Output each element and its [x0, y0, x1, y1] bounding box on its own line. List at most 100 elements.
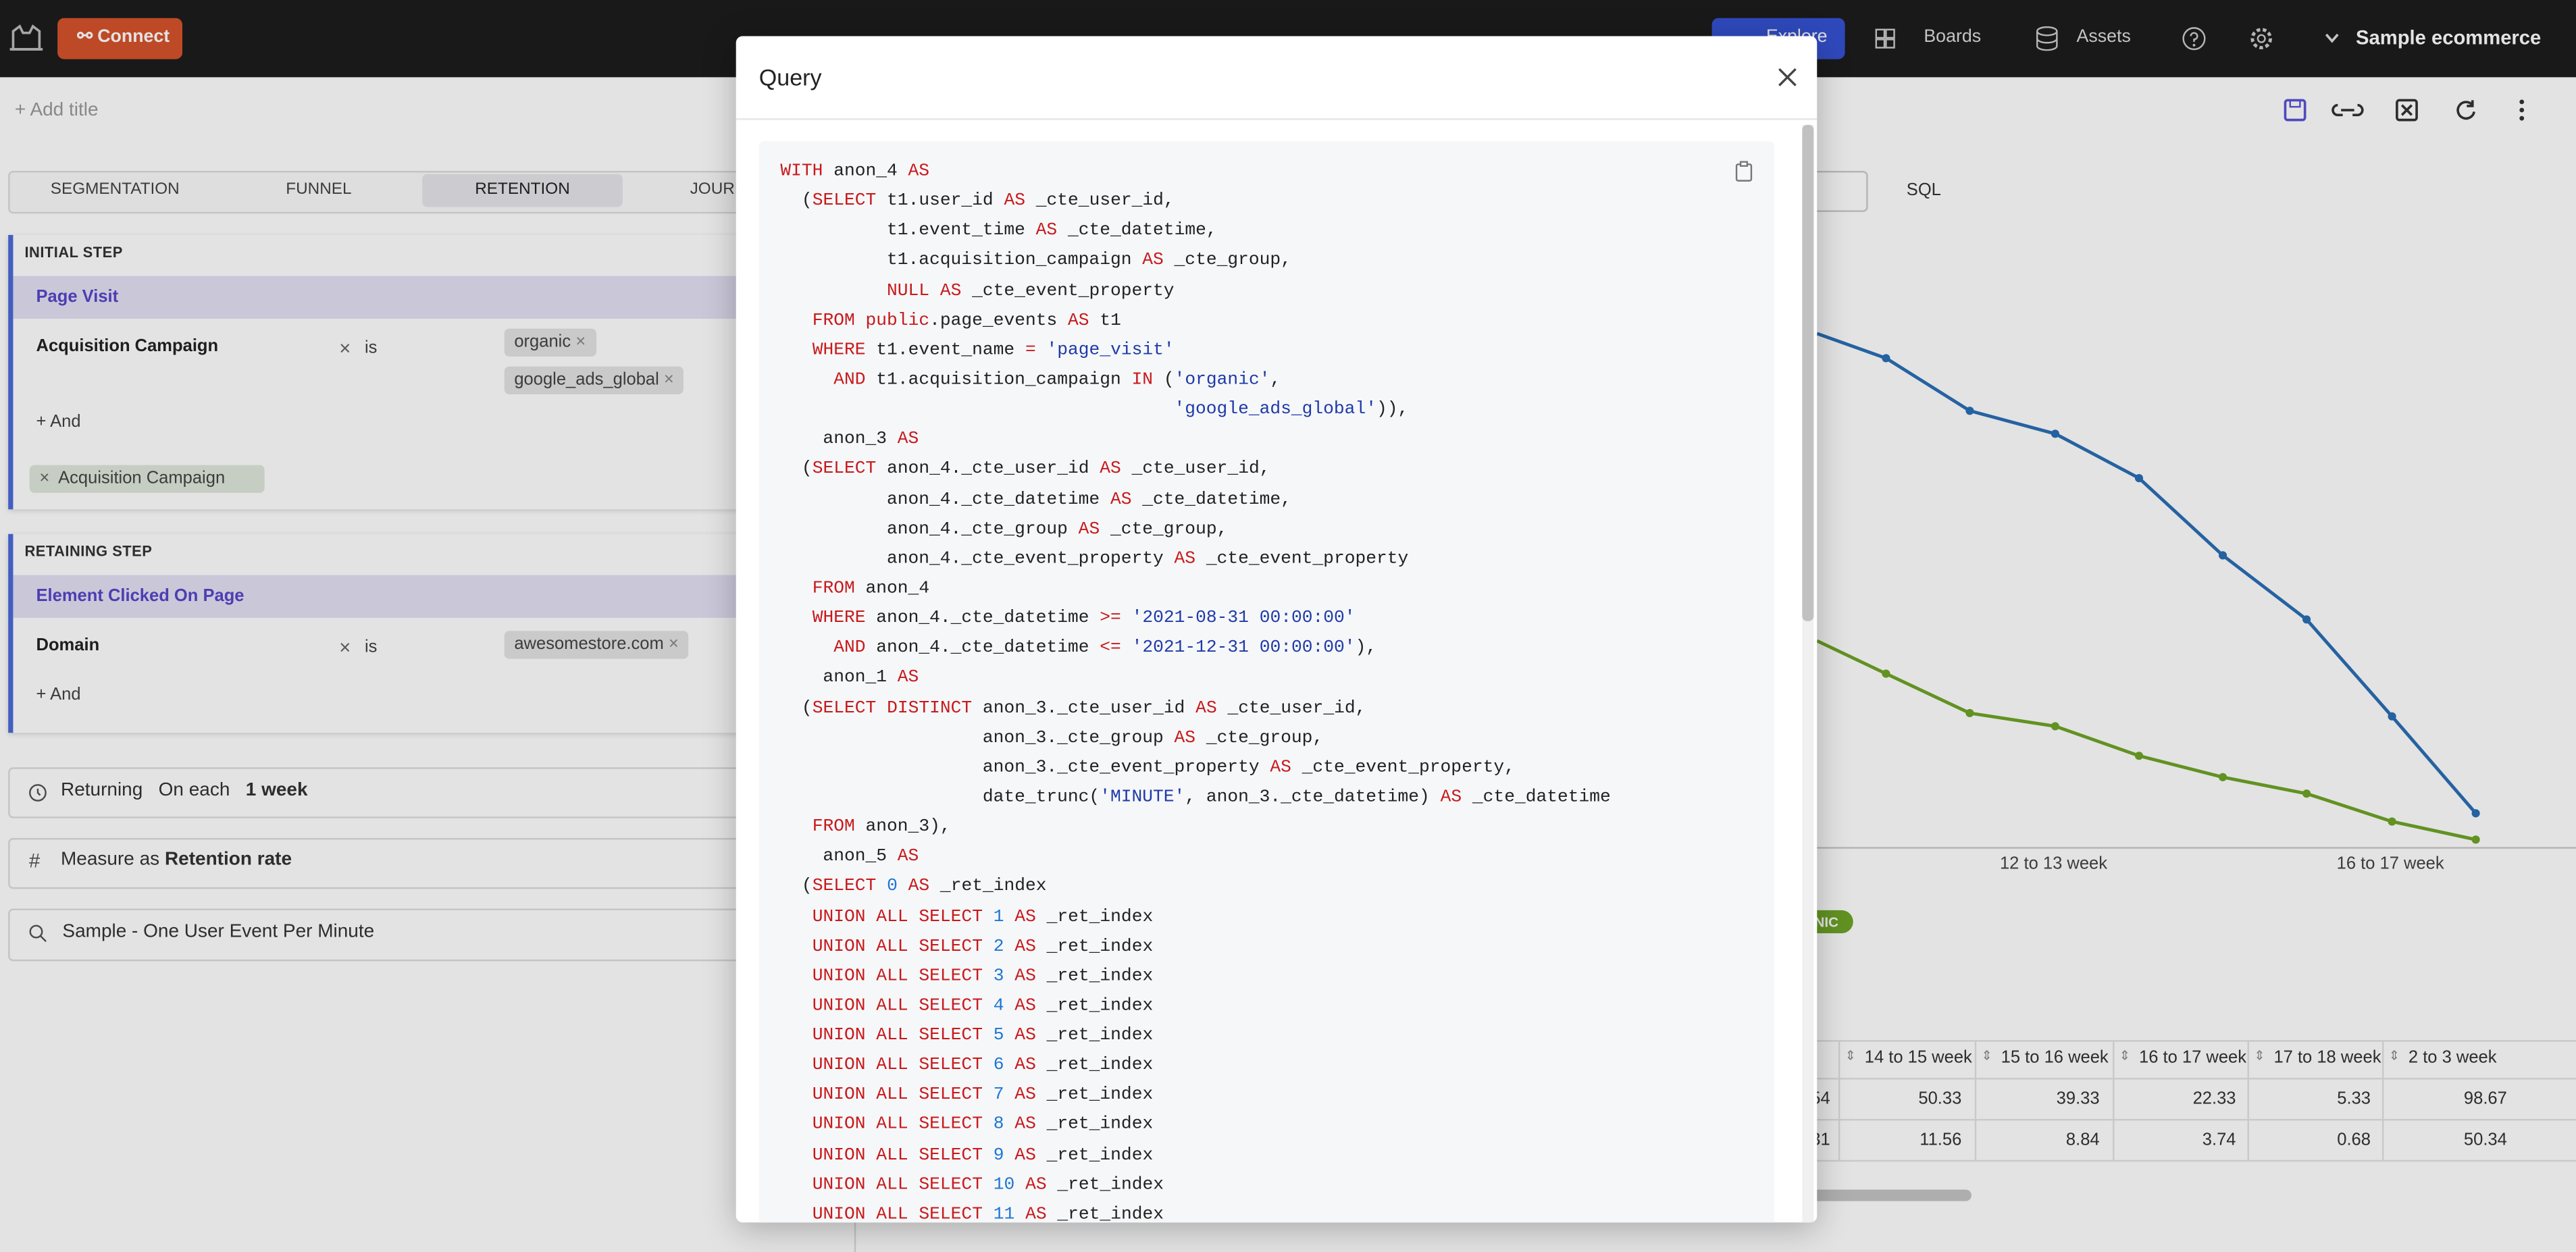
x-tick-label: 16 to 17 week [2336, 854, 2444, 874]
boards-link[interactable]: Boards [1924, 27, 1982, 47]
connect-label[interactable]: ⚯ Connect [77, 27, 170, 47]
tab[interactable]: FUNNEL [286, 180, 352, 199]
chip-text: Acquisition Campaign [58, 468, 226, 488]
text[interactable]: 1 week [245, 781, 308, 801]
tab[interactable]: SEGMENTATION [50, 180, 180, 199]
tab[interactable]: RETENTION [475, 180, 570, 199]
help-icon[interactable] [2182, 26, 2206, 51]
event-row [13, 276, 854, 319]
code-line: NULL AS _cte_event_property [887, 281, 1175, 301]
settings-icon[interactable] [2249, 26, 2273, 51]
code-line: UNION ALL SELECT 6 AS _ret_index [812, 1055, 1154, 1076]
code-line: FROM anon_4 [812, 579, 930, 599]
event-name[interactable]: Element Clicked On Page [36, 586, 244, 606]
table-cell: 0.68 [2337, 1130, 2371, 1150]
code-line: UNION ALL SELECT 8 AS _ret_index [812, 1116, 1154, 1136]
workspace-name[interactable]: Sample ecommerce [2356, 26, 2542, 49]
step-heading: INITIAL STEP [24, 244, 123, 261]
scroll-thumb[interactable] [1802, 124, 1814, 621]
sql-tab[interactable]: SQL [1906, 180, 1941, 201]
code-line: AND t1.acquisition_campaign IN ('organic… [833, 370, 1281, 391]
table-cell: 22.33 [2192, 1089, 2236, 1109]
add-filter[interactable]: + And [36, 412, 81, 432]
code-line: anon_3._cte_event_property AS _cte_event… [780, 758, 1515, 778]
tab-selected [422, 174, 623, 207]
modal-divider [736, 118, 1818, 120]
assets-icon [2036, 26, 2058, 51]
table-header[interactable]: 15 to 16 week [2001, 1047, 2109, 1068]
filter-value: google_ads_global × [504, 366, 684, 394]
remove-filter[interactable]: × [339, 336, 351, 360]
table-header[interactable]: 2 to 3 week [2408, 1047, 2497, 1068]
sort-icon[interactable]: ⇕ [1981, 1048, 1992, 1064]
column-divider [1974, 1041, 1977, 1160]
add-filter[interactable]: + And [36, 684, 81, 705]
sort-icon[interactable]: ⇕ [2254, 1048, 2265, 1064]
returning-label: Returning On each 1 week [60, 781, 308, 802]
code-line: WITH anon_4 AS [780, 161, 930, 182]
remove-filter[interactable]: × [339, 635, 351, 659]
add-title[interactable]: + Add title [14, 101, 99, 121]
code-line: UNION ALL SELECT 2 AS _ret_index [812, 937, 1154, 957]
column-divider [2113, 1041, 2115, 1160]
sort-icon[interactable]: ⇕ [1845, 1048, 1856, 1064]
table-header[interactable]: 16 to 17 week [2138, 1047, 2247, 1068]
code-line: UNION ALL SELECT 10 AS _ret_index [812, 1175, 1164, 1195]
step-heading: RETAINING STEP [24, 543, 153, 560]
sort-icon[interactable]: ⇕ [2388, 1048, 2400, 1064]
table-border [1708, 1078, 2576, 1080]
text: Returning [60, 781, 143, 801]
table-header[interactable]: 17 to 18 week [2273, 1047, 2381, 1068]
clock-icon [29, 784, 47, 802]
chip-text: awesomestore.com [514, 634, 664, 654]
connect-button[interactable] [57, 18, 182, 59]
code-line: anon_3 AS [780, 430, 919, 450]
code-line: UNION ALL SELECT 3 AS _ret_index [812, 966, 1154, 987]
measure-label: Measure as Retention rate [61, 850, 292, 870]
event-name[interactable]: Page Visit [36, 287, 119, 307]
sample-row[interactable] [8, 908, 858, 962]
filter-property[interactable]: Acquisition Campaign [36, 336, 219, 357]
code-line: t1.acquisition_campaign AS _cte_group, [780, 251, 1291, 271]
table-header[interactable]: 14 to 15 week [1864, 1047, 1972, 1068]
boards-icon [1875, 28, 1895, 49]
returning-row[interactable] [8, 767, 858, 818]
sort-icon[interactable]: ⇕ [2119, 1048, 2131, 1064]
toolbar-icons [2284, 99, 2525, 122]
workspace-chevron[interactable] [2325, 31, 2340, 44]
table-cell: 50.33 [1918, 1089, 1962, 1109]
query-modal: Query WITH anon_4 AS (SELECT t1.user_id … [736, 36, 1818, 1223]
code-line: (SELECT anon_4._cte_user_id AS _cte_user… [780, 460, 1270, 480]
group-by-chip: × Acquisition Campaign [29, 465, 265, 493]
filter-property[interactable]: Domain [36, 635, 100, 656]
connect-text[interactable]: Connect [97, 27, 170, 47]
text[interactable]: Retention rate [164, 850, 292, 870]
measure-row[interactable] [8, 837, 858, 889]
column-divider [1838, 1041, 1840, 1160]
filter-value: awesomestore.com × [504, 631, 689, 659]
code-line: AND anon_4._cte_datetime <= '2021-12-31 … [833, 639, 1377, 659]
code-line: anon_4._cte_event_property AS _cte_event… [780, 549, 1409, 569]
code-line: anon_4._cte_datetime AS _cte_datetime, [780, 490, 1291, 510]
event-row [13, 575, 854, 618]
text: On each [158, 781, 230, 801]
sample-label: Sample - One User Event Per Minute [62, 922, 375, 942]
code-line: (SELECT DISTINCT anon_3._cte_user_id AS … [780, 698, 1366, 719]
close-button[interactable] [1778, 68, 1797, 87]
code-block: WITH anon_4 AS (SELECT t1.user_id AS _ct… [758, 141, 1774, 1223]
filter-operator: is [364, 637, 378, 657]
code-line: (SELECT 0 AS _ret_index [780, 877, 1047, 897]
chip-text: organic [514, 332, 571, 352]
assets-link[interactable]: Assets [2076, 27, 2131, 47]
table-border [1708, 1118, 2576, 1121]
table-cell: 3.74 [2202, 1130, 2236, 1150]
code-line: UNION ALL SELECT 9 AS _ret_index [812, 1145, 1154, 1166]
background-chart [1741, 332, 2576, 849]
table-cell: 11.56 [1920, 1130, 1962, 1150]
table-cell: 98.67 [2463, 1089, 2507, 1109]
copy-button[interactable] [1735, 161, 1753, 182]
table-border [1708, 1159, 2576, 1162]
modal-title: Query [758, 63, 822, 90]
code-line: WHERE t1.event_name = 'page_visit' [812, 340, 1175, 361]
